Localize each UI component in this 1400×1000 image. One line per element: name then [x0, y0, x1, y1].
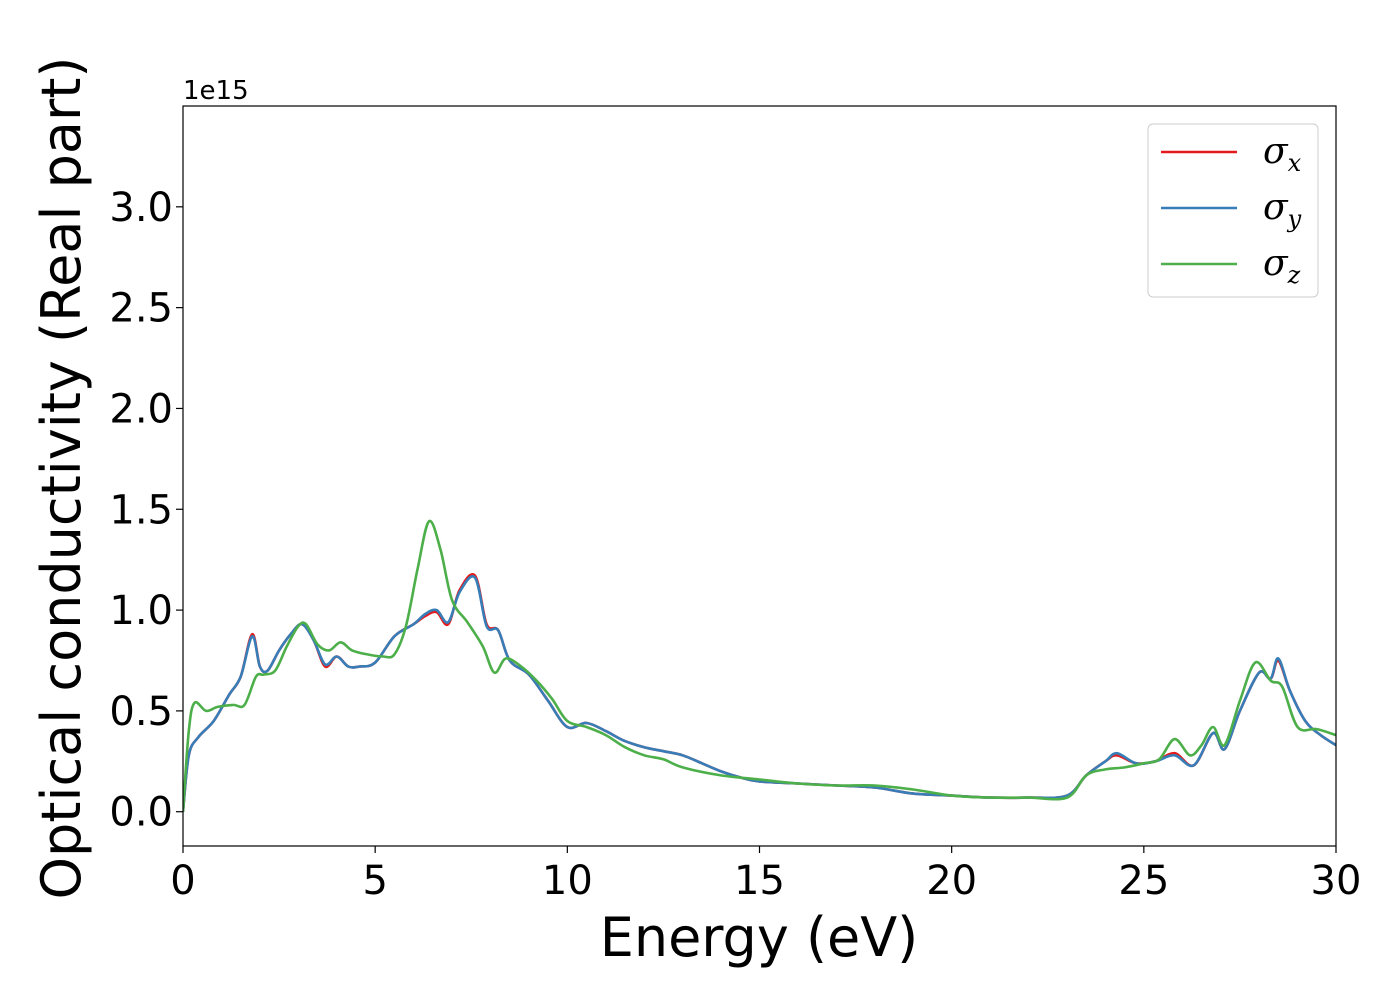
x-tick-label: 30 [1311, 858, 1362, 904]
x-axis-title: Energy (eV) [600, 906, 919, 969]
x-tick-label: 25 [1118, 858, 1169, 904]
x-tick-label: 15 [734, 858, 785, 904]
legend-box [1147, 123, 1319, 298]
plot-area [183, 519, 1336, 812]
y-tick-label: 1.5 [109, 487, 173, 533]
x-tick-label: 0 [170, 858, 195, 904]
legend-label-x: σx [1263, 131, 1302, 177]
y-axis-ticks: 0.0 0.5 1.0 1.5 2.0 2.5 3.0 [109, 185, 183, 836]
y-tick-label: 2.5 [109, 286, 173, 332]
y-tick-label: 0.0 [109, 790, 173, 836]
x-axis-ticks: 0 5 10 15 20 25 30 [170, 846, 1361, 904]
series-line-z [183, 519, 1336, 812]
x-tick-label: 10 [542, 858, 593, 904]
x-tick-label: 5 [362, 858, 387, 904]
y-tick-label: 0.5 [109, 689, 173, 735]
x-tick-label: 20 [926, 858, 977, 904]
y-tick-label: 1.0 [109, 588, 173, 634]
legend-label-y: σy [1263, 187, 1302, 233]
legend-label-z: σz [1263, 243, 1301, 289]
y-offset-label: 1e15 [183, 76, 249, 106]
y-tick-label: 3.0 [109, 185, 173, 231]
y-axis-title: Optical conductivity (Real part) [30, 57, 93, 900]
legend: σx σy σz [1147, 123, 1319, 298]
y-tick-label: 2.0 [109, 386, 173, 432]
